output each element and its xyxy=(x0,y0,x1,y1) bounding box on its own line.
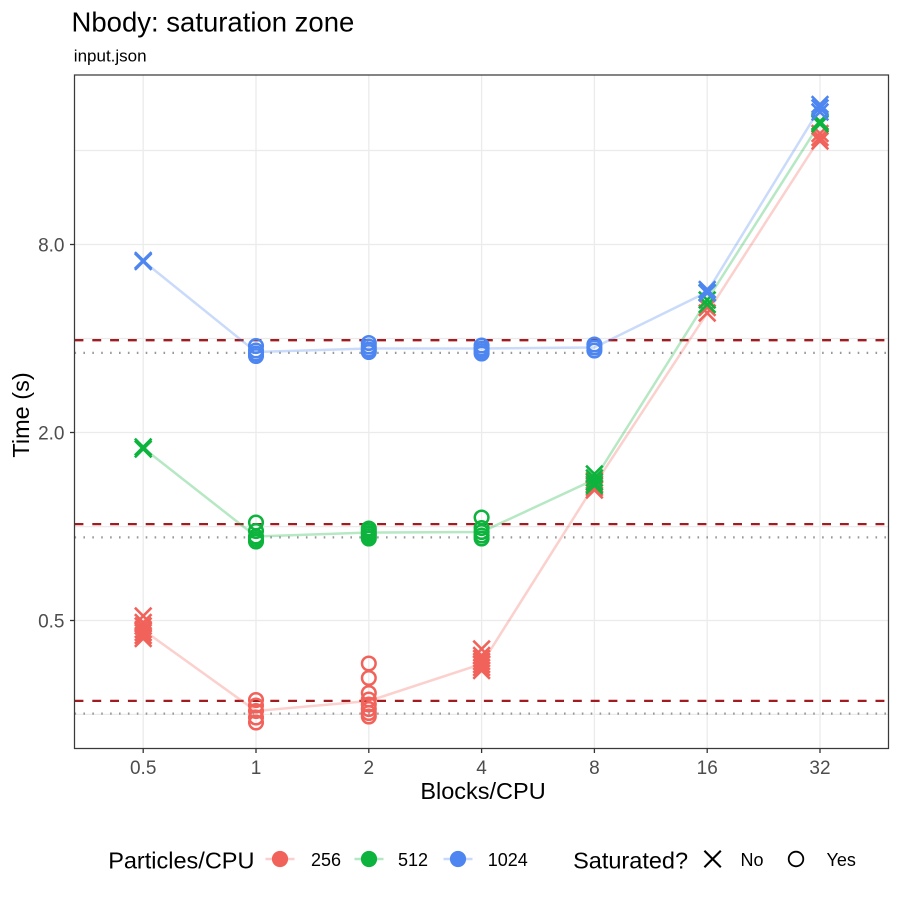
svg-text:Blocks/CPU: Blocks/CPU xyxy=(420,778,545,804)
svg-text:2.0: 2.0 xyxy=(38,424,64,445)
svg-text:Nbody: saturation zone: Nbody: saturation zone xyxy=(72,7,355,38)
svg-text:1: 1 xyxy=(251,758,262,779)
svg-text:8: 8 xyxy=(589,758,600,779)
svg-text:32: 32 xyxy=(809,758,830,779)
svg-text:512: 512 xyxy=(398,850,428,870)
svg-text:4: 4 xyxy=(476,758,487,779)
svg-text:Yes: Yes xyxy=(827,850,856,870)
svg-text:Time (s): Time (s) xyxy=(8,372,34,457)
svg-text:0.5: 0.5 xyxy=(38,612,64,633)
svg-text:16: 16 xyxy=(697,758,718,779)
svg-text:No: No xyxy=(741,850,764,870)
svg-text:Particles/CPU: Particles/CPU xyxy=(108,848,254,874)
svg-text:256: 256 xyxy=(311,850,341,870)
svg-text:8.0: 8.0 xyxy=(38,236,64,257)
svg-text:0.5: 0.5 xyxy=(130,758,156,779)
svg-text:input.json: input.json xyxy=(74,47,147,66)
svg-text:1024: 1024 xyxy=(488,850,528,870)
svg-text:Saturated?: Saturated? xyxy=(573,848,688,874)
svg-text:2: 2 xyxy=(364,758,375,779)
